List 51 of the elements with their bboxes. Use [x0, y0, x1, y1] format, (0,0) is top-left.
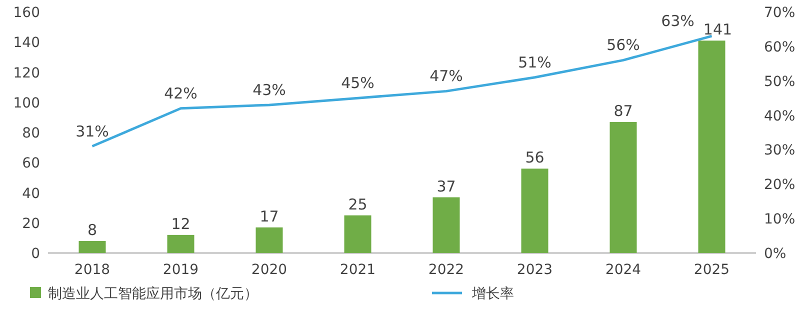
y-tick-label: 160 — [13, 5, 40, 21]
x-tick-label: 2022 — [428, 262, 464, 278]
y-tick-label: 60 — [22, 156, 40, 172]
bar — [78, 240, 106, 253]
y-tick-label: 100 — [13, 95, 40, 112]
bar — [610, 122, 637, 253]
x-tick-label: 2023 — [516, 262, 553, 278]
data-label: 12 — [171, 214, 190, 233]
y-tick-label: 80 — [22, 126, 40, 142]
y2-tick-label: 0% — [764, 246, 786, 262]
y2-tick-label: 40% — [764, 108, 796, 124]
x-tick-label: 2019 — [162, 262, 199, 278]
x-tick-label: 2020 — [251, 262, 288, 278]
data-label: 17 — [260, 207, 279, 226]
legend-label: 增长率 — [471, 286, 514, 302]
data-label: 56 — [525, 148, 544, 167]
data-label: 31% — [76, 122, 109, 140]
y-tick-label: 140 — [13, 35, 40, 52]
bar — [167, 234, 194, 253]
y2-tick-label: 20% — [764, 177, 796, 194]
bar — [256, 227, 283, 253]
bar — [432, 197, 460, 253]
y2-tick-label: 60% — [764, 39, 796, 56]
y-tick-label: 0 — [31, 246, 40, 262]
x-tick-label: 2021 — [340, 262, 376, 278]
data-label: 43% — [252, 80, 286, 99]
x-tick-label: 2018 — [74, 262, 110, 278]
bar — [521, 168, 548, 253]
legend-label: 制造业人工智能应用市场（亿元） — [48, 286, 258, 302]
y-tick-label: 120 — [13, 65, 40, 82]
data-label: 141 — [703, 20, 732, 39]
y-tick-label: 40 — [22, 186, 40, 202]
data-label: 51% — [518, 53, 552, 72]
data-label: 8 — [87, 220, 98, 239]
y2-tick-label: 30% — [764, 142, 796, 159]
data-label: 87 — [614, 102, 633, 120]
y2-tick-label: 50% — [764, 74, 796, 90]
data-label: 45% — [341, 74, 374, 92]
data-label: 42% — [164, 84, 198, 102]
data-label: 47% — [430, 67, 463, 86]
bar — [344, 215, 372, 253]
y2-tick-label: 70% — [764, 5, 796, 21]
data-label: 63% — [661, 12, 694, 30]
y2-tick-label: 10% — [764, 212, 796, 228]
data-label: 37 — [436, 177, 456, 196]
data-label: 25 — [348, 195, 368, 214]
data-label: 56% — [606, 36, 640, 54]
x-tick-label: 2025 — [694, 262, 730, 278]
y-tick-label: 20 — [22, 216, 40, 232]
x-tick-label: 2024 — [605, 262, 642, 278]
bar — [698, 40, 726, 253]
